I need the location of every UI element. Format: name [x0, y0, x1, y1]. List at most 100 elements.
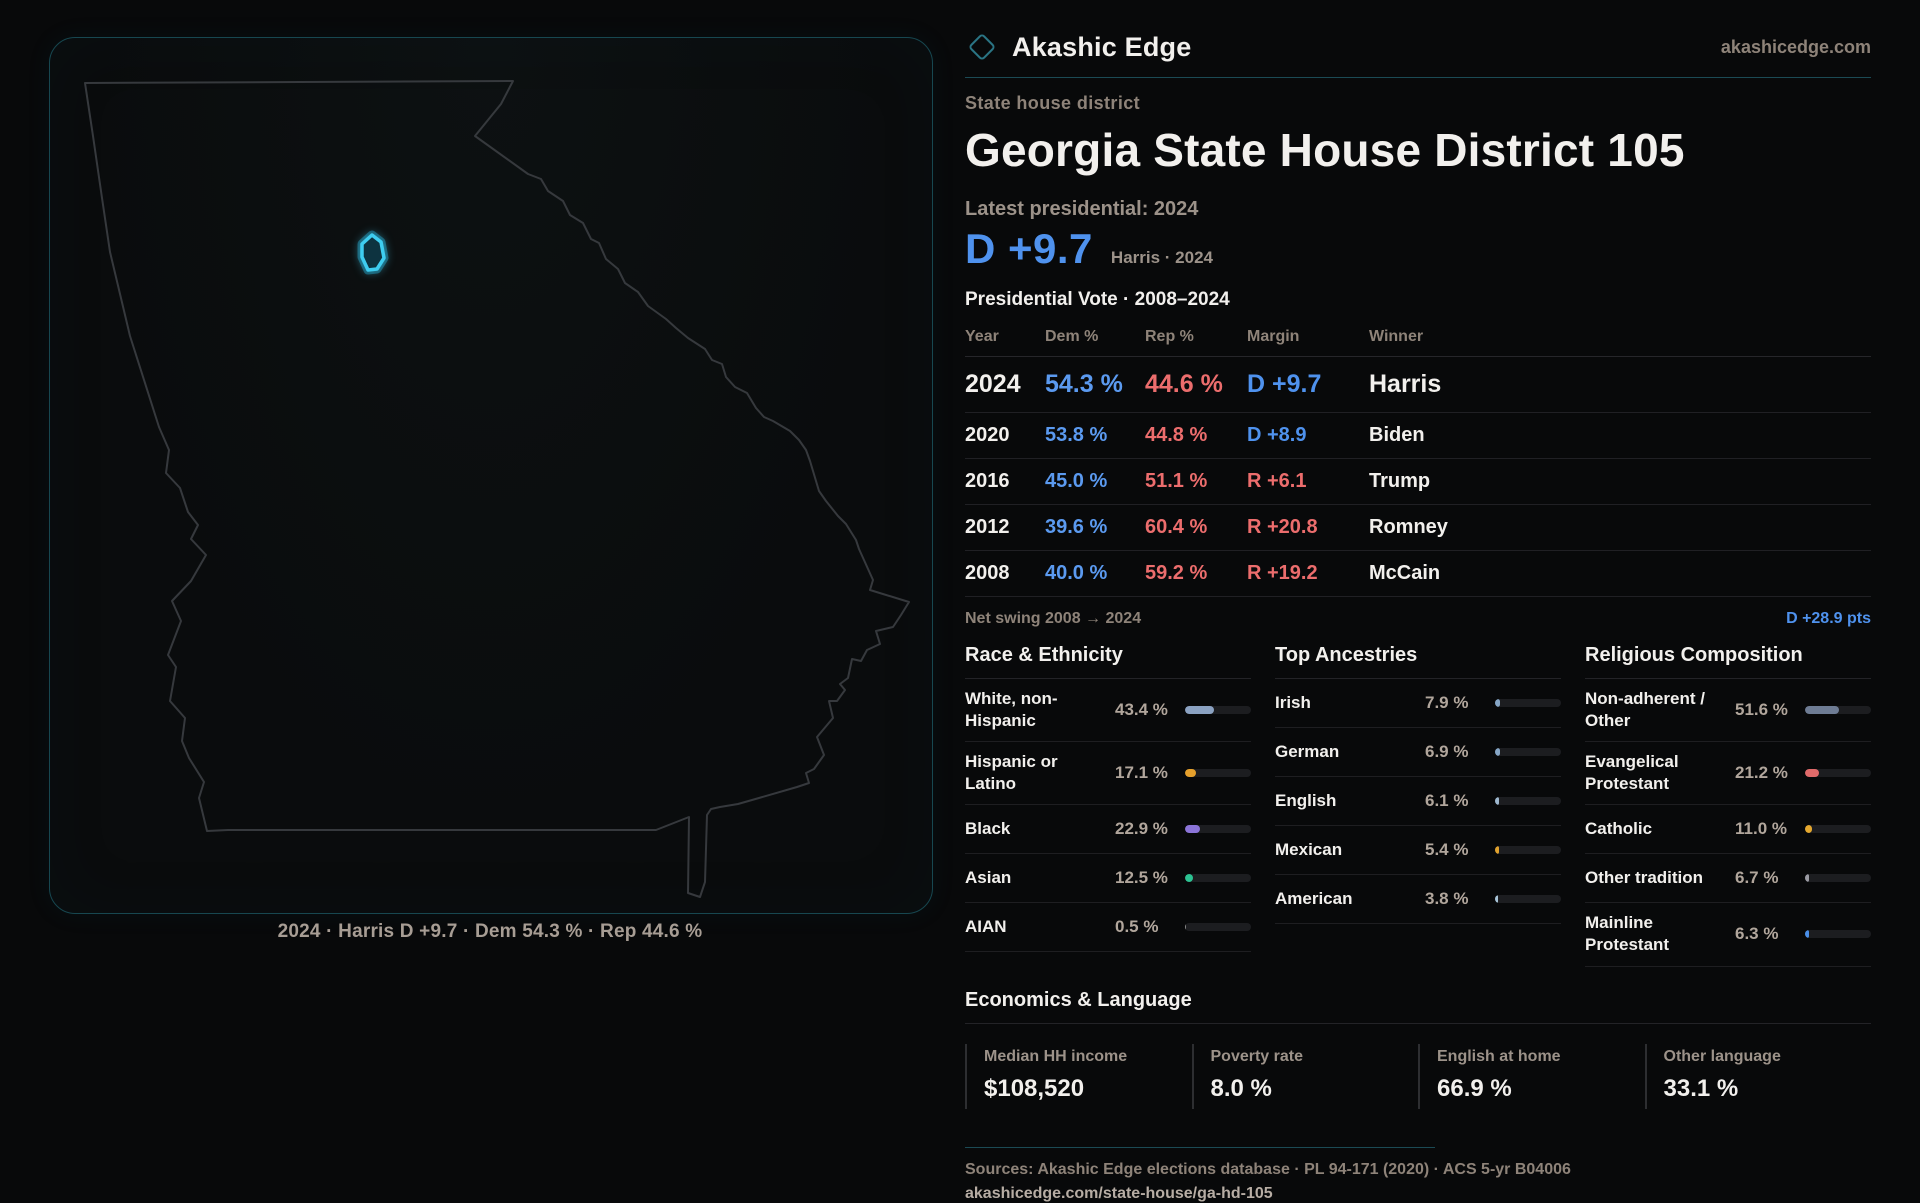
- row-label: Black: [965, 819, 1011, 839]
- georgia-state-outline: [84, 80, 910, 898]
- mini-bar: [1495, 895, 1561, 903]
- col-margin: Margin: [1247, 319, 1369, 357]
- list-item: AIAN 0.5 %: [965, 903, 1251, 953]
- stat-value: 66.9 %: [1437, 1074, 1512, 1102]
- page-title: Georgia State House District 105: [965, 124, 1685, 176]
- row-value: 6.7 %: [1735, 868, 1779, 888]
- row-value: 22.9 %: [1115, 819, 1168, 839]
- winner-cell: Biden: [1369, 412, 1871, 459]
- dem-cell: 54.3 %: [1045, 356, 1145, 413]
- section-divider: [1275, 678, 1561, 679]
- col-year: Year: [965, 319, 1045, 357]
- list-item: Evangelical Protestant 21.2 %: [1585, 742, 1871, 806]
- list-item: Hispanic or Latino 17.1 %: [965, 742, 1251, 806]
- row-label: German: [1275, 741, 1340, 761]
- row-label: White, non-Hispanic: [965, 689, 1058, 731]
- row-value: 11.0 %: [1735, 819, 1787, 839]
- row-label: Catholic: [1585, 819, 1653, 839]
- mini-bar: [1495, 699, 1561, 707]
- winner-cell: Harris: [1369, 356, 1871, 413]
- row-label: English: [1275, 790, 1337, 810]
- mini-bar: [1805, 930, 1871, 939]
- list-item: Irish 7.9 %: [1275, 679, 1561, 728]
- list-item: Black 22.9 %: [965, 805, 1251, 855]
- list-item: Non-adherent / Other 51.6 %: [1585, 679, 1871, 743]
- margin-cell: R +20.8: [1247, 504, 1369, 551]
- table-row: 2020 53.8 % 44.8 % D +8.9 Biden: [965, 412, 1871, 459]
- table-row: 2016 45.0 % 51.1 % R +6.1 Trump: [965, 458, 1871, 505]
- row-value: 51.6 %: [1735, 700, 1788, 720]
- table-row: 2008 40.0 % 59.2 % R +19.2 McCain: [965, 550, 1871, 597]
- row-value: 5.4 %: [1425, 840, 1469, 859]
- religion-section: Religious Composition Non-adherent / Oth…: [1585, 644, 1871, 967]
- year-cell: 2012: [965, 504, 1045, 551]
- detail-panel: Akashic Edge akashicedge.com State house…: [965, 30, 1871, 1203]
- footer-divider: [965, 1146, 1435, 1148]
- mini-bar: [1495, 748, 1561, 756]
- presidential-vote-table: Year Dem % Rep % Margin Winner 2024 54.3…: [965, 319, 1871, 597]
- stat-poverty-rate: Poverty rate 8.0 %: [1191, 1043, 1419, 1109]
- row-label: Irish: [1275, 692, 1311, 712]
- mini-bar: [1805, 825, 1871, 834]
- list-item: Asian 12.5 %: [965, 854, 1251, 904]
- margin-cell: D +9.7: [1247, 356, 1369, 413]
- year-cell: 2008: [965, 550, 1045, 597]
- row-value: 6.1 %: [1425, 791, 1469, 810]
- margin-cell: R +6.1: [1247, 458, 1369, 505]
- rep-cell: 59.2 %: [1145, 550, 1247, 597]
- mini-bar: [1805, 874, 1871, 883]
- col-rep: Rep %: [1145, 319, 1247, 357]
- sources-line: Sources: Akashic Edge elections database…: [965, 1160, 1571, 1178]
- mini-bar: [1495, 846, 1561, 854]
- table-title: Presidential Vote · 2008–2024: [965, 289, 1230, 310]
- rep-cell: 60.4 %: [1145, 504, 1247, 551]
- map-caption: 2024 · Harris D +9.7 · Dem 54.3 % · Rep …: [277, 921, 703, 942]
- stat-label: Other language: [1663, 1047, 1781, 1065]
- stat-label: Median HH income: [984, 1047, 1128, 1065]
- section-title: Economics & Language: [965, 988, 1192, 1011]
- ancestries-section: Top Ancestries Irish 7.9 % German 6.9 % …: [1275, 644, 1561, 967]
- list-item: Catholic 11.0 %: [1585, 805, 1871, 855]
- district-type-label: State house district: [965, 93, 1141, 113]
- table-row: 2012 39.6 % 60.4 % R +20.8 Romney: [965, 504, 1871, 551]
- mini-bar: [1805, 706, 1871, 715]
- row-label: Other tradition: [1585, 868, 1704, 888]
- permalink[interactable]: akashicedge.com/state-house/ga-hd-105: [965, 1184, 1273, 1202]
- footer: Sources: Akashic Edge elections database…: [965, 1146, 1871, 1203]
- dem-cell: 40.0 %: [1045, 550, 1145, 597]
- row-label: AIAN: [965, 917, 1007, 937]
- economics-section: Economics & Language Median HH income $1…: [965, 989, 1871, 1109]
- margin-cell: R +19.2: [1247, 550, 1369, 597]
- winner-cell: McCain: [1369, 550, 1871, 597]
- stat-median-income: Median HH income $108,520: [965, 1043, 1192, 1109]
- row-label: Hispanic or Latino: [965, 752, 1058, 794]
- headline-margin: D +9.7: [965, 225, 1093, 272]
- rep-cell: 44.8 %: [1145, 412, 1247, 459]
- brand-site-link[interactable]: akashicedge.com: [1720, 36, 1871, 57]
- row-value: 7.9 %: [1425, 693, 1469, 712]
- row-value: 17.1 %: [1115, 763, 1168, 783]
- list-item: Mainline Protestant 6.3 %: [1585, 903, 1871, 967]
- row-value: 12.5 %: [1115, 868, 1168, 888]
- row-value: 6.3 %: [1735, 924, 1779, 944]
- state-map-panel: [49, 37, 933, 914]
- rep-cell: 44.6 %: [1145, 356, 1247, 413]
- dem-cell: 53.8 %: [1045, 412, 1145, 459]
- list-item: German 6.9 %: [1275, 728, 1561, 777]
- list-item: American 3.8 %: [1275, 875, 1561, 924]
- section-title: Top Ancestries: [1275, 644, 1418, 666]
- headline-context: Harris · 2024: [1110, 248, 1213, 267]
- row-label: Asian: [965, 868, 1012, 888]
- header-bar: Akashic Edge akashicedge.com: [965, 30, 1871, 64]
- year-cell: 2020: [965, 412, 1045, 459]
- row-label: Mainline Protestant: [1585, 913, 1670, 955]
- stat-value: $108,520: [984, 1074, 1085, 1102]
- row-label: Mexican: [1275, 839, 1343, 859]
- row-label: Evangelical Protestant: [1585, 752, 1679, 794]
- section-divider: [965, 678, 1251, 679]
- mini-bar: [1185, 769, 1251, 778]
- section-title: Race & Ethnicity: [965, 644, 1123, 666]
- district-105-shape[interactable]: [360, 233, 386, 272]
- mini-bar: [1185, 825, 1251, 834]
- dem-cell: 39.6 %: [1045, 504, 1145, 551]
